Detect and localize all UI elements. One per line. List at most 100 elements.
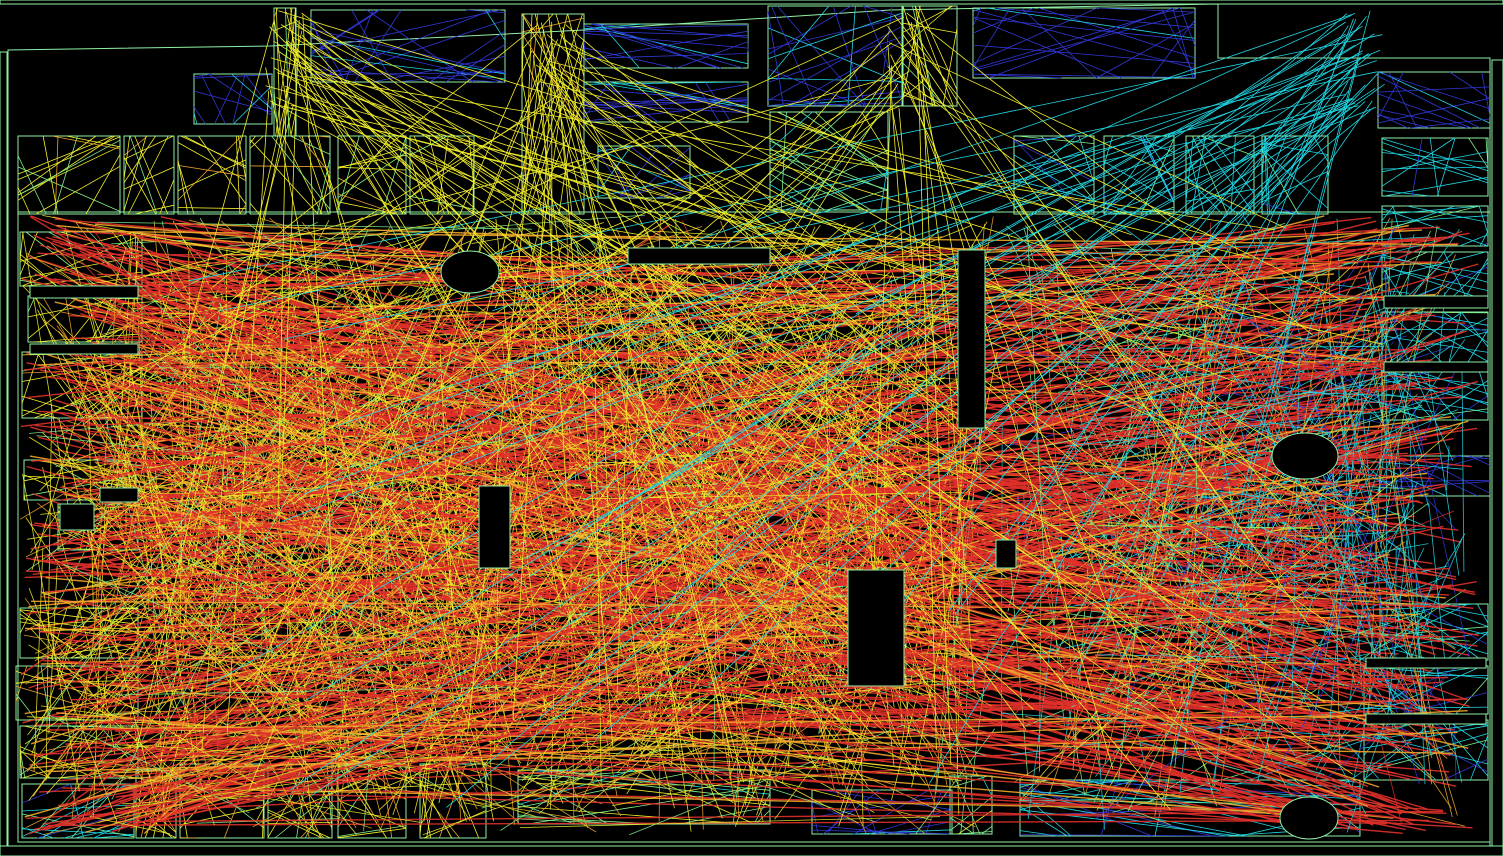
visibility-edge xyxy=(302,14,334,586)
visibility-edge xyxy=(27,540,186,736)
visibility-edge xyxy=(627,479,776,688)
visibility-edge xyxy=(1040,465,1370,513)
visibility-edge xyxy=(510,656,734,804)
room-visibility-edge xyxy=(128,135,169,215)
visibility-edge xyxy=(897,723,987,757)
visibility-edge xyxy=(323,494,401,604)
visibility-edge xyxy=(141,426,1438,768)
visibility-edge xyxy=(80,313,1337,743)
room-visibility-edge xyxy=(778,111,889,172)
room-visibility-edge xyxy=(767,91,903,107)
room-visibility-edge xyxy=(381,763,393,839)
visibility-edge xyxy=(42,467,104,700)
room-outline xyxy=(1381,205,1489,247)
visibility-edge xyxy=(95,462,437,722)
visibility-edge xyxy=(400,53,1363,417)
visibility-edge xyxy=(303,49,1381,495)
visibility-edge xyxy=(1197,277,1244,438)
main-hall-outline xyxy=(17,211,1491,843)
visibility-edge xyxy=(218,71,1378,312)
room-visibility-edge xyxy=(1381,148,1489,184)
room-visibility-edge xyxy=(319,174,331,215)
room-visibility-edge xyxy=(767,11,784,107)
visibility-edge xyxy=(392,527,496,816)
room-visibility-edge xyxy=(1379,480,1491,483)
visibility-edge xyxy=(1155,551,1208,669)
room-visibility-edge xyxy=(1261,202,1298,215)
visibility-edge xyxy=(214,468,229,670)
room-visibility-edge xyxy=(1381,393,1489,413)
visibility-edge xyxy=(532,51,1027,730)
room-visibility-edge xyxy=(177,142,247,182)
room-visibility-edge xyxy=(800,111,889,172)
visibility-edge xyxy=(625,429,793,624)
room-visibility-edge xyxy=(17,155,47,215)
room-visibility-edge xyxy=(273,7,279,18)
room-visibility-edge xyxy=(811,794,953,818)
visibility-edge xyxy=(265,67,413,784)
visibility-edge xyxy=(39,244,1432,673)
visibility-edge xyxy=(123,244,283,462)
room-visibility-edge xyxy=(21,783,72,804)
visibility-edge xyxy=(54,218,1365,332)
visibility-edge xyxy=(100,721,1443,811)
visibility-edge xyxy=(100,647,126,655)
visibility-edge xyxy=(292,17,1065,669)
visibility-edge xyxy=(281,20,300,470)
visibility-edge xyxy=(280,24,1326,703)
room-visibility-edge xyxy=(1485,137,1489,167)
visibility-edge xyxy=(96,522,597,833)
room-visibility-edge xyxy=(1150,19,1196,79)
visibility-edge xyxy=(358,318,698,735)
room-visibility-edge xyxy=(21,351,40,404)
visibility-edge xyxy=(111,557,237,800)
visibility-edge xyxy=(169,303,1372,388)
room-visibility-edge xyxy=(54,135,59,215)
visibility-edge xyxy=(143,290,1324,752)
visibility-edge xyxy=(539,81,1250,258)
visibility-edge xyxy=(455,265,638,642)
visibility-edge xyxy=(44,239,1441,294)
room-outline xyxy=(177,135,247,215)
room-visibility-edge xyxy=(53,135,78,215)
visibility-edge xyxy=(917,38,937,750)
room-visibility-edge xyxy=(436,186,475,215)
room-visibility-edge xyxy=(583,81,610,119)
visibility-edge xyxy=(53,344,444,602)
room-visibility-edge xyxy=(583,83,749,114)
visibility-edge xyxy=(630,297,935,385)
visibility-edge xyxy=(338,490,424,582)
visibility-edge xyxy=(781,269,857,546)
room-visibility-edge xyxy=(35,165,121,215)
visibility-edge xyxy=(1325,672,1451,780)
room-visibility-edge xyxy=(307,135,331,190)
visibility-edge xyxy=(50,242,501,707)
visibility-edge xyxy=(1380,260,1471,660)
room-visibility-edge xyxy=(337,800,407,829)
room-visibility-edge xyxy=(1396,317,1489,365)
room-visibility-edge xyxy=(634,81,749,113)
room-outline xyxy=(972,7,1196,79)
visibility-edge xyxy=(301,35,566,338)
visibility-edge xyxy=(1170,10,1371,766)
room-visibility-edge xyxy=(21,804,135,812)
visibility-edge xyxy=(117,409,1332,640)
room-visibility-edge xyxy=(1381,215,1489,223)
room-visibility-edge xyxy=(428,135,449,215)
visibility-edge xyxy=(30,513,58,554)
visibility-edge xyxy=(432,30,892,569)
room-visibility-edge xyxy=(1230,135,1236,215)
visibility-edge xyxy=(303,23,1388,527)
visibility-edge xyxy=(138,343,1369,807)
visibility-edge xyxy=(94,457,1359,525)
room-visibility-edge xyxy=(942,28,958,107)
visibility-edge xyxy=(1288,669,1367,816)
visibility-edge xyxy=(1427,372,1460,576)
visibility-edge xyxy=(1275,230,1432,544)
visibility-edge xyxy=(297,434,401,439)
visibility-edge xyxy=(543,662,667,702)
visibility-edge xyxy=(1159,305,1341,385)
room-visibility-edge xyxy=(310,9,381,56)
visibility-edge xyxy=(637,298,927,386)
visibility-edge xyxy=(182,19,275,356)
